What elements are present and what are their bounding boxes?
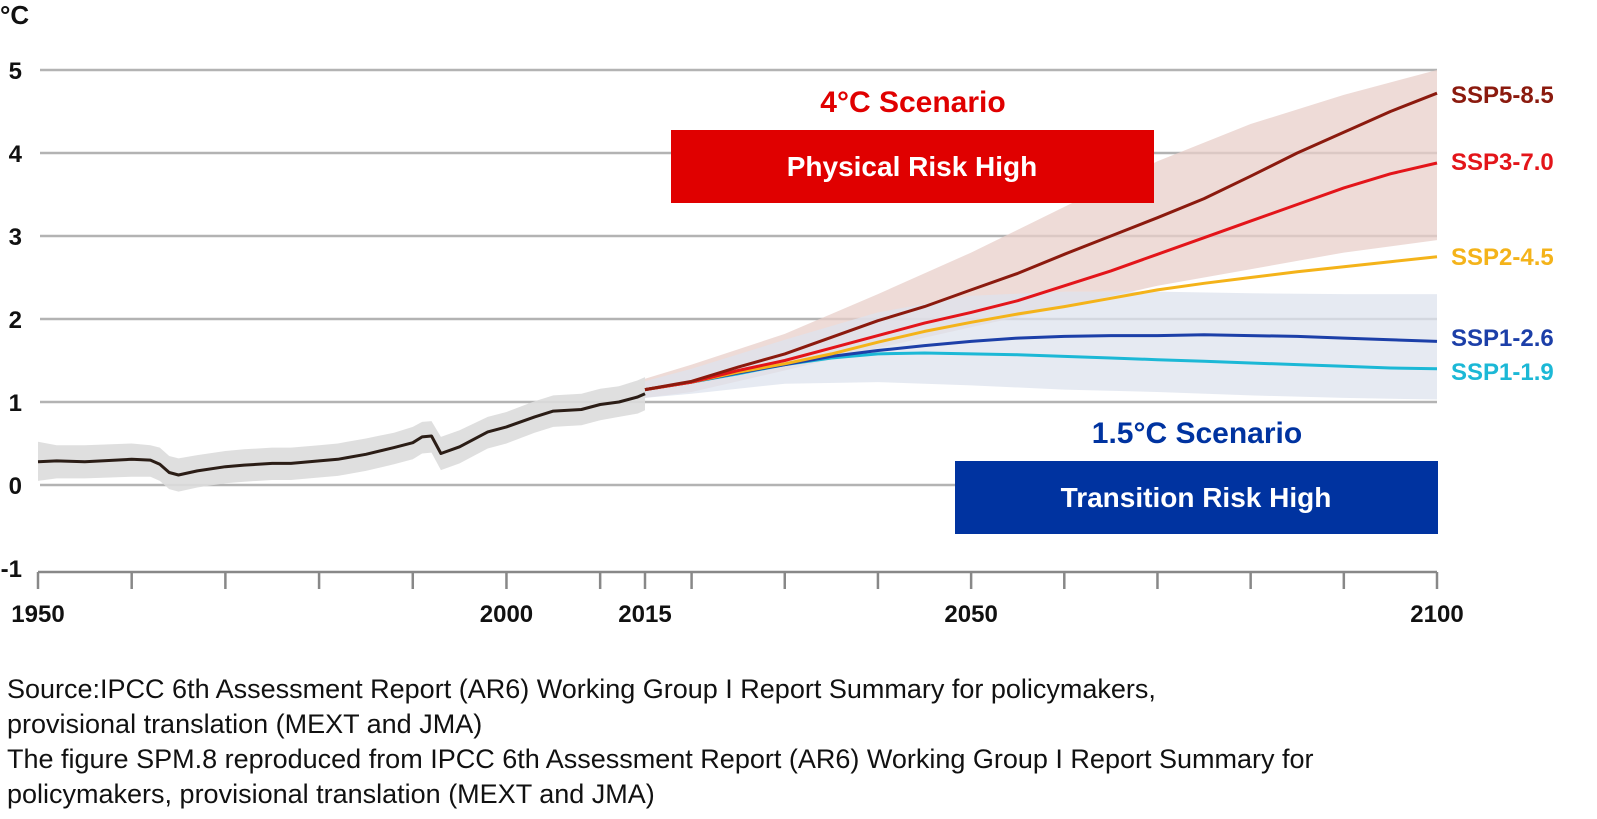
x-tick-label: 2100: [1410, 601, 1463, 628]
uncertainty-bands: [38, 70, 1437, 492]
low-scenario-title: 1.5°C Scenario: [1092, 417, 1302, 450]
y-tick-label: 5: [9, 58, 22, 85]
x-tick-label: 2015: [618, 601, 671, 628]
series-line-ssp5-8-5: [644, 91, 1438, 392]
series-lines: [37, 91, 1438, 477]
physical-risk-label: Physical Risk High: [787, 151, 1038, 182]
y-tick-label: 0: [9, 473, 22, 500]
x-axis: 1950 2000 2015 2050 2100: [11, 570, 1464, 628]
source-line: Source:IPCC 6th Assessment Report (AR6) …: [7, 674, 1156, 704]
y-unit-label: °C: [0, 0, 29, 30]
series-label-ssp3-7-0: SSP3-7.0: [1451, 149, 1554, 176]
source-line: The figure SPM.8 reproduced from IPCC 6t…: [7, 744, 1314, 774]
y-tick-label: 2: [9, 307, 22, 334]
x-tick-label: 2000: [480, 601, 533, 628]
x-tick-label: 2050: [944, 601, 997, 628]
physical-risk-box: [671, 130, 1154, 203]
y-tick-label: 1: [9, 390, 22, 417]
x-tick-label: 1950: [11, 601, 64, 628]
transition-risk-label: Transition Risk High: [1061, 482, 1332, 513]
series-line-ssp3-7-0: [644, 161, 1438, 392]
low-scenario-annotation: 1.5°C Scenario Transition Risk High: [955, 417, 1438, 534]
source-line: policymakers, provisional translation (M…: [7, 779, 655, 809]
series-label-ssp5-8-5: SSP5-8.5: [1451, 82, 1554, 109]
historical-line: [37, 392, 646, 477]
high-emissions-band: [645, 70, 1437, 398]
series-label-ssp2-4-5: SSP2-4.5: [1451, 244, 1554, 271]
low-emissions-band: [645, 291, 1437, 400]
y-tick-label: 4: [9, 141, 23, 168]
series-labels: SSP5-8.5 SSP3-7.0 SSP2-4.5 SSP1-2.6 SSP1-1.9: [1451, 82, 1554, 386]
y-tick-label: 3: [9, 224, 22, 251]
series-label-ssp1-2-6: SSP1-2.6: [1451, 325, 1554, 352]
source-line: provisional translation (MEXT and JMA): [7, 709, 483, 739]
source-note: Source:IPCC 6th Assessment Report (AR6) …: [7, 672, 1587, 812]
series-line-ssp2-4-5: [644, 255, 1438, 392]
historical-band: [38, 377, 645, 492]
y-tick-label: -1: [1, 556, 22, 583]
transition-risk-box: [955, 461, 1438, 534]
high-scenario-title: 4°C Scenario: [820, 86, 1005, 119]
series-label-ssp1-1-9: SSP1-1.9: [1451, 359, 1554, 386]
high-scenario-annotation: 4°C Scenario Physical Risk High: [671, 86, 1154, 203]
